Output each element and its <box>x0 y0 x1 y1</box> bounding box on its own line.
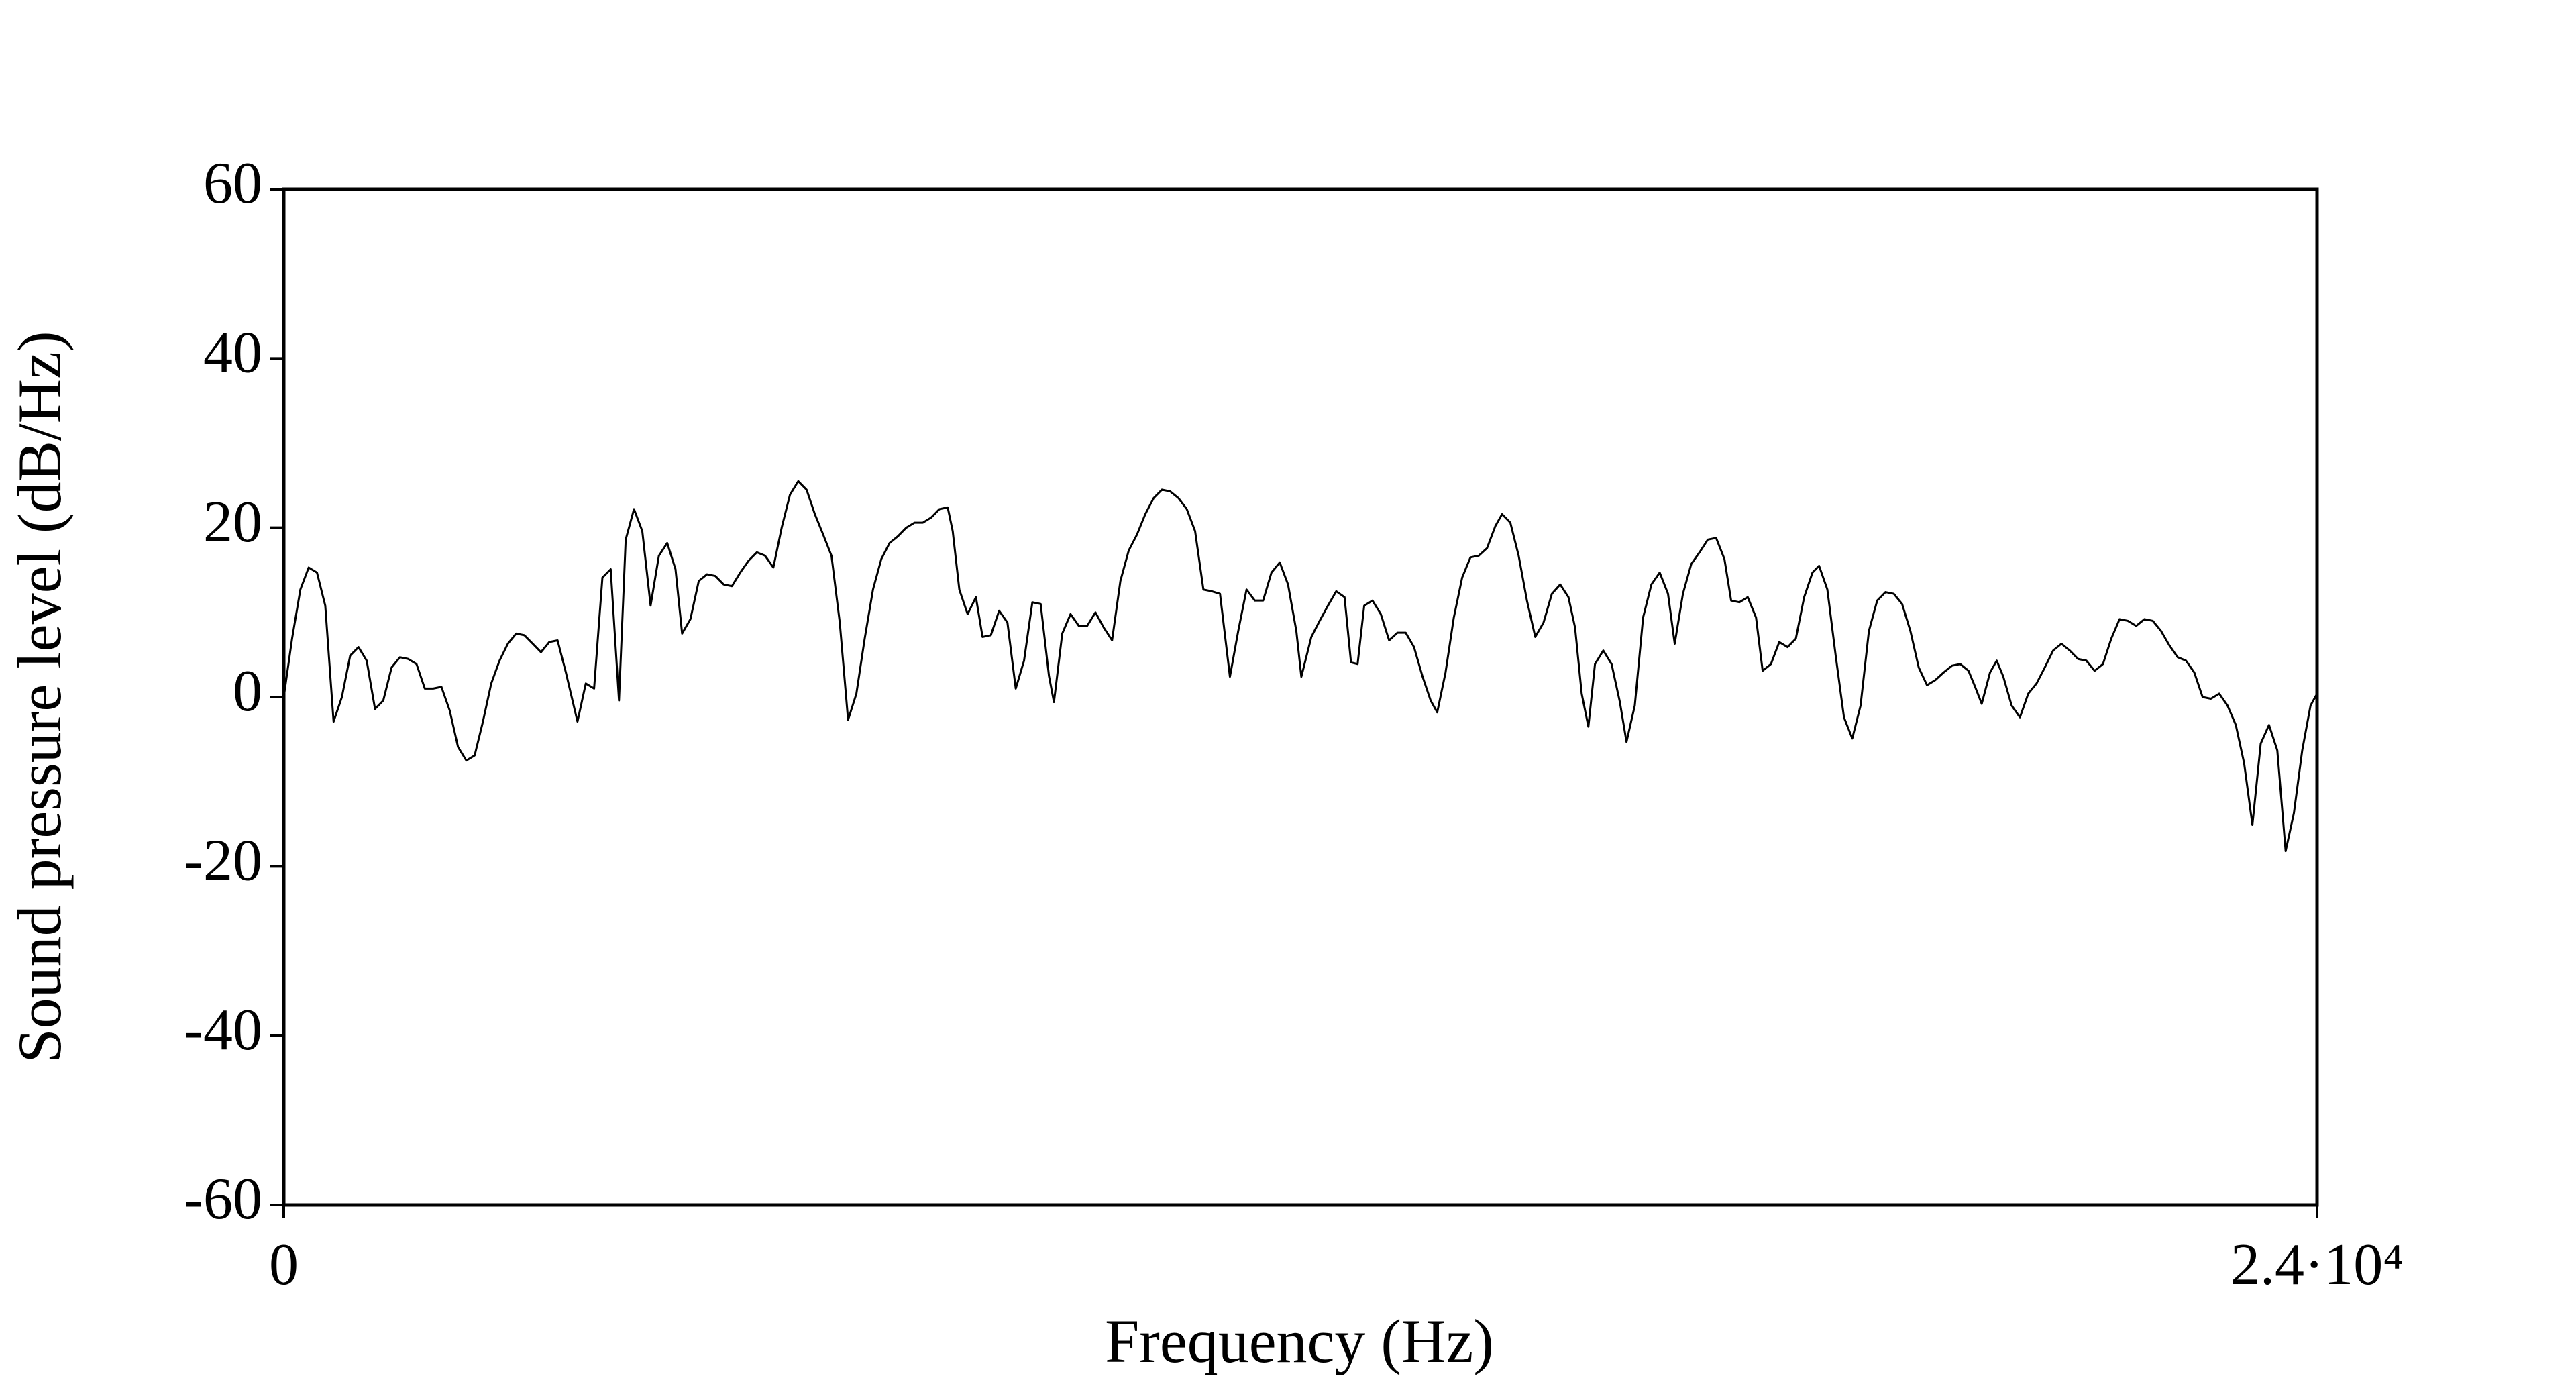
y-tick-label: 60 <box>203 151 262 216</box>
y-tick-label: 0 <box>233 659 262 724</box>
y-axis-title: Sound pressure level (dB/Hz) <box>5 331 74 1063</box>
x-axis-title: Frequency (Hz) <box>1105 1307 1494 1375</box>
y-tick-label: -60 <box>184 1167 262 1232</box>
y-tick-label: -40 <box>184 998 262 1063</box>
data-line <box>282 480 2318 853</box>
plot-frame <box>282 187 2319 1207</box>
y-tick-label: 20 <box>203 490 262 555</box>
y-tick-label: 40 <box>203 321 262 386</box>
x-tick-label: 0 <box>269 1232 299 1297</box>
y-tick-label: -20 <box>184 829 262 894</box>
x-tick-label: 2.4·10⁴ <box>2231 1232 2404 1297</box>
